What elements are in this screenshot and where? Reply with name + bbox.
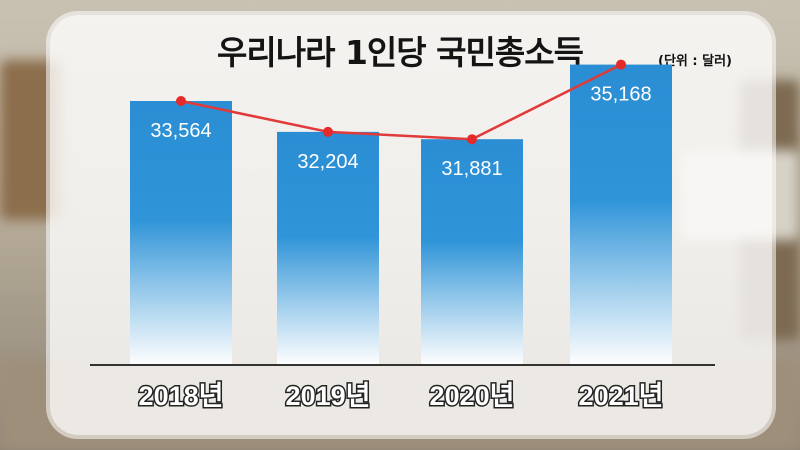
bar	[130, 101, 232, 365]
bar	[421, 139, 523, 365]
x-tick-label: 2020년	[430, 381, 515, 411]
trend-point	[467, 134, 477, 145]
trend-point	[323, 126, 333, 137]
value-label: 31,881	[441, 158, 502, 180]
x-tick-label: 2018년	[139, 381, 224, 411]
trend-line	[180, 63, 622, 141]
trend-point	[176, 96, 186, 106]
bar	[570, 64, 672, 365]
x-tick-label: 2019년	[286, 381, 371, 411]
value-label: 32,204	[297, 151, 358, 173]
value-label: 35,168	[590, 84, 651, 106]
chart-title: 우리나라 1인당 국민총소득	[217, 33, 584, 72]
trend-point	[616, 59, 626, 70]
x-tick-label: 2021년	[579, 381, 664, 411]
value-label: 33,564	[150, 120, 211, 142]
bar	[277, 131, 379, 365]
unit-label: (단위 : 달러)	[658, 54, 732, 69]
